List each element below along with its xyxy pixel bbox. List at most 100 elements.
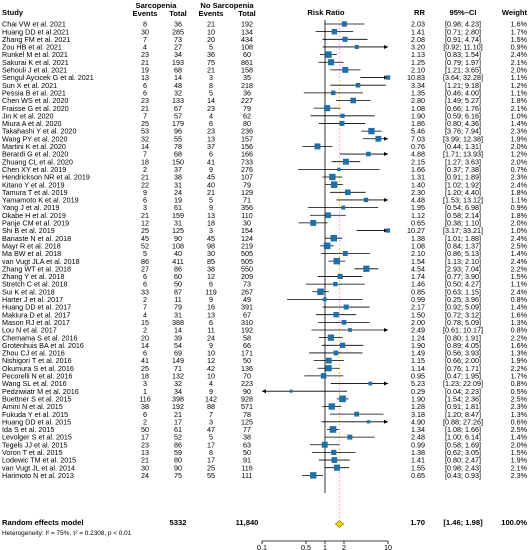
study-name: Takahashi Y et al. 2020 bbox=[2, 127, 76, 136]
ci-value: [0.91; 1.89] bbox=[445, 173, 481, 182]
effect-box bbox=[329, 173, 336, 181]
events-no-sarcopenia: 36 bbox=[207, 50, 215, 59]
ci-value: [0.61; 10.17] bbox=[443, 326, 483, 335]
weight-value: 1.4% bbox=[511, 303, 528, 312]
rr-value: 1.90 bbox=[411, 394, 425, 403]
total-sarcopenia: 78 bbox=[174, 142, 182, 151]
events-sarcopenia: 6 bbox=[143, 272, 147, 281]
rr-value: 4.48 bbox=[411, 196, 425, 205]
events-sarcopenia: 21 bbox=[141, 173, 149, 182]
events-no-sarcopenia: 6 bbox=[209, 280, 213, 289]
total-sarcopenia: 75 bbox=[174, 471, 182, 480]
rr-value: 1.55 bbox=[411, 463, 425, 472]
x-axis-tick-label: 0.5 bbox=[301, 543, 311, 550]
ci-value: [0.71; 2.80] bbox=[445, 27, 481, 36]
ci-arrow-right bbox=[384, 136, 388, 141]
events-no-sarcopenia: 5 bbox=[209, 433, 213, 442]
events-no-sarcopenia: 75 bbox=[207, 58, 215, 67]
rr-value: 1.40 bbox=[411, 180, 425, 189]
rr-value: 1.13 bbox=[411, 50, 425, 59]
events-sarcopenia: 8 bbox=[143, 20, 147, 29]
ci-value: [1.00; 6.14] bbox=[445, 433, 481, 442]
weight-value: 1.8% bbox=[511, 96, 528, 105]
rr-value: 1.25 bbox=[411, 58, 425, 67]
total-sarcopenia: 90 bbox=[174, 234, 182, 243]
events-no-sarcopenia: 3 bbox=[209, 417, 213, 426]
events-no-sarcopenia: 10 bbox=[207, 27, 215, 36]
study-name: Zhuang CL et al. 2020 bbox=[2, 157, 73, 166]
weight-value: 1.5% bbox=[511, 272, 528, 281]
study-name: Lou N et al. 2017 bbox=[2, 326, 57, 335]
effect-box bbox=[366, 151, 371, 157]
ci-value: [0.04; 2.23] bbox=[445, 387, 481, 396]
study-name: Zhang WT et al. 2018 bbox=[2, 264, 71, 273]
study-name: Zhang FM et al. 2021 bbox=[2, 35, 70, 44]
rr-value: 1.14 bbox=[411, 364, 425, 373]
rr-value: 4.54 bbox=[411, 264, 425, 273]
events-no-sarcopenia: 12 bbox=[207, 356, 215, 365]
total-sarcopenia: 96 bbox=[174, 127, 182, 136]
weight-value: 2.0% bbox=[511, 142, 528, 151]
rr-value: 2.15 bbox=[411, 157, 425, 166]
effect-box bbox=[333, 312, 339, 318]
events-no-sarcopenia: 23 bbox=[207, 127, 215, 136]
weight-value: 1.5% bbox=[511, 448, 528, 457]
total-sarcopenia: 19 bbox=[174, 196, 182, 205]
rr-value: 1.08 bbox=[411, 104, 425, 113]
effect-box bbox=[333, 281, 338, 287]
study-name: Berardi G et al. 2020 bbox=[2, 150, 68, 159]
weight-value: 0.9% bbox=[511, 203, 528, 212]
effect-box bbox=[342, 251, 348, 256]
events-sarcopenia: 7 bbox=[143, 35, 147, 44]
total-sarcopenia: 285 bbox=[172, 27, 184, 36]
ci-value: [0.91; 4.74] bbox=[445, 35, 481, 44]
rr-value: 1.50 bbox=[411, 310, 425, 319]
total-no-sarcopenia: 79 bbox=[243, 180, 251, 189]
events-sarcopenia: 22 bbox=[141, 180, 149, 189]
total-no-sarcopenia: 90 bbox=[243, 387, 251, 396]
total-no-sarcopenia: 166 bbox=[241, 150, 253, 159]
effect-box bbox=[339, 342, 346, 348]
weight-value: 1.2% bbox=[511, 150, 528, 159]
events-sarcopenia: 13 bbox=[141, 73, 149, 82]
effect-box bbox=[323, 242, 331, 250]
total-no-sarcopenia: 71 bbox=[243, 196, 251, 205]
weight-value: 1.6% bbox=[511, 310, 528, 319]
weight-value: 2.4% bbox=[511, 287, 528, 296]
weight-value: 2.3% bbox=[511, 127, 528, 136]
study-name: Kitano Y et al. 2019 bbox=[2, 180, 64, 189]
weight-value: 1.7% bbox=[511, 372, 528, 381]
header-group-sarcopenia: Sarcopenia bbox=[136, 1, 178, 10]
events-sarcopenia: 4 bbox=[143, 310, 147, 319]
events-sarcopenia: 6 bbox=[143, 88, 147, 97]
effect-box bbox=[342, 36, 348, 42]
total-no-sarcopenia: 38 bbox=[243, 433, 251, 442]
rr-value: 1.49 bbox=[411, 349, 425, 358]
effect-box bbox=[289, 389, 293, 393]
ci-value: [0.66; 2.00] bbox=[445, 356, 481, 365]
rr-value: 2.00 bbox=[411, 318, 425, 327]
weight-value: 2.0% bbox=[511, 219, 528, 228]
rr-value: 2.17 bbox=[411, 303, 425, 312]
ci-arrow-right bbox=[384, 152, 388, 157]
ci-value: [1.13; 2.10] bbox=[445, 257, 481, 266]
effect-box bbox=[337, 273, 343, 280]
events-sarcopenia: 4 bbox=[143, 43, 147, 52]
total-sarcopenia: 31 bbox=[174, 219, 182, 228]
header-group-no-sarcopenia: No Sarcopenia bbox=[200, 1, 254, 10]
events-no-sarcopenia: 142 bbox=[205, 394, 217, 403]
total-no-sarcopenia: 110 bbox=[241, 211, 252, 220]
effect-box bbox=[339, 395, 346, 403]
rr-value: 1.54 bbox=[411, 257, 425, 266]
events-sarcopenia: 41 bbox=[141, 356, 149, 365]
total-no-sarcopenia: 236 bbox=[241, 127, 253, 136]
rr-value: 2.48 bbox=[411, 433, 425, 442]
study-rows: Chai VW et al. 2021 8 36 21 192 2.03 [0.98; 4.… bbox=[2, 20, 528, 528]
total-no-sarcopenia: 505 bbox=[241, 249, 253, 258]
total-sarcopenia: 411 bbox=[172, 257, 183, 266]
effect-box bbox=[331, 90, 336, 96]
weight-value: 1.9% bbox=[511, 356, 528, 365]
total-no-sarcopenia: 30 bbox=[243, 219, 251, 228]
study-name: Buettner S et al. 2015 bbox=[2, 394, 72, 403]
